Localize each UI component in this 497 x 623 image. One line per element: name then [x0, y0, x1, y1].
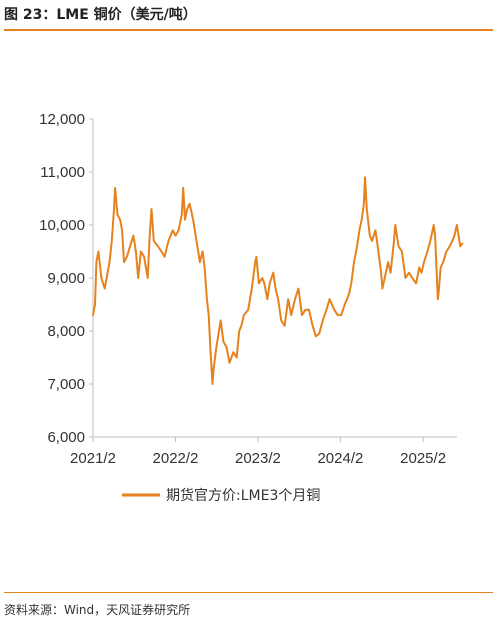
y-tick-label: 6,000 [47, 429, 85, 446]
x-tick-label: 2021/2 [70, 450, 116, 467]
y-tick-label: 7,000 [47, 376, 85, 393]
x-tick-label: 2023/2 [235, 450, 281, 467]
x-tick-label: 2022/2 [153, 450, 199, 467]
title-divider [4, 29, 493, 31]
y-tick-label: 10,000 [39, 217, 85, 234]
x-tick-label: 2024/2 [317, 450, 363, 467]
source-note: 资料来源：Wind，天风证券研究所 [4, 603, 191, 617]
x-axis-ticks: 2021/2 2022/2 2023/2 2024/2 2025/2 [70, 437, 446, 467]
y-tick-label: 11,000 [40, 164, 85, 181]
series-line-lme-copper [92, 176, 464, 385]
source-divider [4, 592, 493, 593]
chart-legend: 期货官方价:LME3个月铜 [122, 487, 320, 504]
y-tick-label: 8,000 [47, 323, 85, 340]
y-tick-label: 12,000 [39, 111, 85, 128]
y-tick-label: 9,000 [47, 270, 85, 287]
legend-label: 期货官方价:LME3个月铜 [166, 487, 320, 504]
figure-title: 图 23：LME 铜价（美元/吨） [4, 7, 197, 23]
y-axis-ticks: 6,000 7,000 8,000 9,000 10,000 11,000 12,000 [39, 111, 93, 446]
x-tick-label: 2025/2 [400, 450, 446, 467]
line-chart: 6,000 7,000 8,000 9,000 10,000 11,000 12,000 2… [39, 111, 464, 504]
